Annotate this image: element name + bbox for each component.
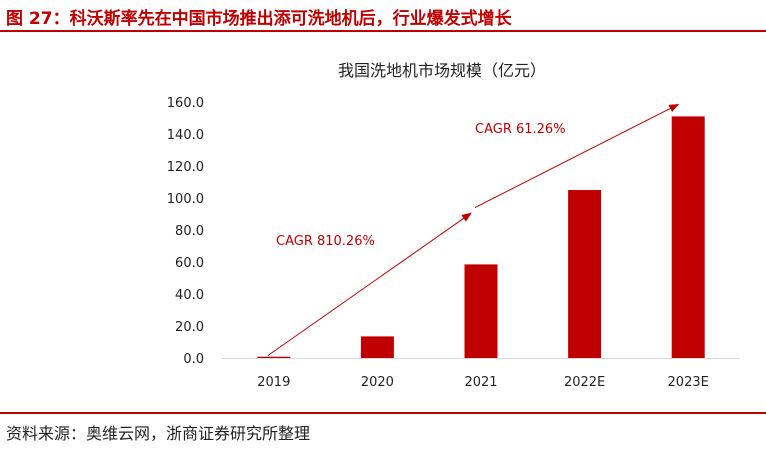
x-tick-label: 2021: [464, 375, 497, 390]
x-tick-label: 2020: [361, 375, 394, 390]
y-tick-label: 0.0: [183, 352, 204, 367]
cagr-arrow: [474, 103, 680, 209]
x-tick-label: 2023E: [668, 375, 709, 390]
y-tick-label: 160.0: [167, 96, 204, 111]
x-tick-label: 2019: [257, 375, 290, 390]
bar-2019: [257, 356, 291, 358]
figure-title: 图 27：科沃斯率先在中国市场推出添可洗地机后，行业爆发式增长: [6, 9, 512, 29]
bar-2021: [464, 264, 498, 358]
y-tick-label: 80.0: [175, 224, 204, 239]
chart-title: 我国洗地机市场规模（亿元）: [338, 61, 546, 80]
bar-2020: [360, 336, 394, 358]
y-tick-label: 40.0: [175, 288, 204, 303]
cagr-label: CAGR 61.26%: [475, 122, 566, 137]
cagr-arrow: [267, 212, 472, 357]
y-tick-label: 140.0: [167, 128, 204, 143]
x-tick-label: 2022E: [564, 375, 605, 390]
title-divider: [0, 30, 766, 32]
cagr-label: CAGR 810.26%: [276, 234, 375, 249]
bar-2022E: [568, 190, 602, 358]
y-tick-label: 100.0: [167, 192, 204, 207]
source-divider: [0, 412, 766, 414]
y-tick-label: 20.0: [175, 320, 204, 335]
y-tick-label: 60.0: [175, 256, 204, 271]
source-note: 资料来源：奥维云网，浙商证券研究所整理: [6, 424, 311, 443]
bar-2023E: [671, 116, 705, 359]
y-tick-label: 120.0: [167, 160, 204, 175]
